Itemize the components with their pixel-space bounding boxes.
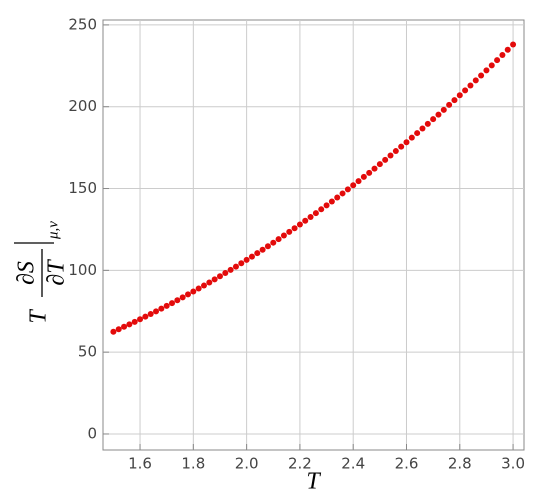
y-label-prefix: T (26, 309, 52, 324)
point (488, 62, 495, 69)
point (137, 316, 144, 323)
point (462, 87, 469, 94)
point (131, 318, 138, 325)
point (126, 321, 133, 328)
point (153, 308, 160, 315)
point (254, 250, 261, 257)
point (387, 152, 394, 159)
point (446, 101, 453, 108)
y-tick-label: 150 (68, 179, 97, 197)
x-axis-label: T (306, 469, 321, 495)
y-label-numerator: ∂S (14, 261, 40, 285)
x-tick-label: 2.4 (341, 455, 365, 473)
point (312, 210, 319, 217)
point (510, 41, 517, 48)
point (259, 246, 266, 253)
point (467, 82, 474, 89)
point (222, 269, 229, 276)
x-tick-label: 2.8 (448, 455, 472, 473)
point (483, 67, 490, 74)
point (472, 77, 479, 84)
point (169, 300, 176, 307)
point (174, 297, 181, 304)
point (296, 221, 303, 228)
point (478, 72, 485, 79)
point (355, 178, 362, 185)
point (195, 285, 202, 292)
x-tick-label: 3.0 (501, 455, 525, 473)
point (398, 143, 405, 150)
point (392, 148, 399, 155)
point (200, 282, 207, 289)
point (440, 106, 447, 113)
point (190, 288, 197, 295)
y-label-denominator: ∂T (44, 259, 70, 286)
point (227, 266, 234, 273)
point (419, 125, 426, 132)
point (307, 214, 314, 221)
point (366, 169, 373, 176)
point (121, 323, 128, 330)
point (456, 92, 463, 99)
point (328, 198, 335, 205)
point (451, 97, 458, 104)
point (248, 253, 255, 260)
y-axis-label: T ∂S ∂T μ,ν (14, 221, 70, 324)
point (371, 165, 378, 172)
y-tick-label: 250 (68, 15, 97, 33)
plot-frame (102, 19, 525, 451)
point (142, 313, 149, 320)
point (334, 194, 341, 201)
point (291, 225, 298, 232)
x-tick-label: 2.6 (395, 455, 419, 473)
y-tick-label: 50 (78, 343, 97, 361)
point (302, 217, 309, 224)
point (163, 302, 170, 309)
point (350, 182, 357, 189)
point (211, 276, 218, 283)
point (184, 291, 191, 298)
point (147, 311, 154, 318)
point (238, 260, 245, 267)
point (286, 228, 293, 235)
point (344, 186, 351, 193)
point (382, 156, 389, 163)
point (424, 120, 431, 127)
point (110, 328, 117, 335)
y-label-subscript: μ,ν (45, 221, 61, 240)
point (280, 232, 287, 239)
point (115, 326, 122, 333)
point (318, 206, 325, 213)
x-tick-label: 1.6 (128, 455, 152, 473)
point (206, 279, 213, 286)
point (339, 190, 346, 197)
y-tick-label: 100 (68, 261, 97, 279)
point (430, 116, 437, 123)
point (232, 263, 239, 270)
point (499, 52, 506, 59)
point (403, 139, 410, 146)
point (323, 202, 330, 209)
y-tick-label: 0 (87, 424, 97, 442)
point (216, 273, 223, 280)
point (264, 243, 271, 250)
point (270, 239, 277, 246)
x-tick-label: 1.8 (181, 455, 205, 473)
point (376, 161, 383, 168)
point (504, 46, 511, 53)
point (435, 111, 442, 118)
point (179, 294, 186, 301)
x-tick-label: 2.2 (288, 455, 312, 473)
y-tick-label: 200 (68, 97, 97, 115)
point (408, 134, 415, 141)
point (360, 173, 367, 180)
point (158, 305, 165, 312)
x-tick-label: 2.0 (235, 455, 259, 473)
point (243, 256, 250, 263)
point (275, 236, 282, 243)
point (414, 130, 421, 137)
point (494, 57, 501, 64)
